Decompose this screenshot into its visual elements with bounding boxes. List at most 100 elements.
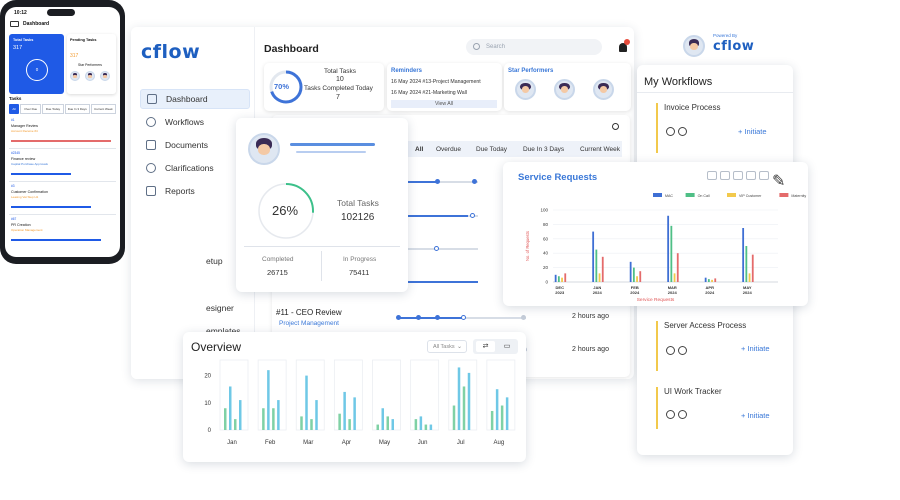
area-chart-icon[interactable] — [733, 171, 743, 180]
task-subtitle: Capital Purchase Approvals — [11, 162, 48, 166]
tab-current-week[interactable]: Current Week — [580, 146, 620, 153]
service-requests-chart: MAC On Call VIP Customer Maternity 0 20 40 60 80… — [525, 193, 806, 303]
user-avatar[interactable] — [683, 35, 705, 57]
mobile-tasks-title: Tasks — [9, 96, 22, 101]
reminder-item[interactable]: 16 May 2024 #21-Marketing Wall — [391, 90, 467, 96]
tab-overdue[interactable]: Overdue — [436, 146, 461, 153]
legend-swatch — [653, 193, 662, 197]
tab-due-today[interactable]: Due Today — [476, 146, 507, 153]
bar — [500, 405, 504, 430]
list-item[interactable]: #1 Manager Review Account Receive #4 — [9, 116, 116, 149]
mobile-pending-card: Pending Tasks 317 Star Performers — [67, 34, 116, 94]
task-id: #2345 — [11, 151, 20, 155]
bar — [639, 271, 642, 282]
initiate-button[interactable]: + Initiate — [741, 411, 770, 420]
user-avatar — [248, 133, 280, 165]
bar — [386, 416, 389, 430]
legend-label: On Call — [698, 194, 710, 198]
bar — [229, 386, 232, 430]
bar — [376, 424, 379, 430]
filter-icon[interactable]: ⇄ — [476, 341, 495, 352]
bar-chart-icon[interactable] — [707, 171, 717, 180]
sidebar-item-dashboard[interactable]: Dashboard — [140, 89, 250, 109]
sidebar-item-label: Reports — [165, 186, 195, 196]
workflow-icon — [146, 117, 156, 127]
tab-all[interactable]: All — [415, 146, 424, 153]
mobile-tab-overdue[interactable]: Over Due — [20, 104, 42, 114]
approve-icon — [666, 127, 675, 136]
sidebar-item-setup-partial[interactable]: etup — [206, 256, 223, 266]
initiate-button[interactable]: + Initiate — [738, 127, 767, 136]
performer-avatar[interactable] — [593, 79, 614, 100]
stacked-chart-icon[interactable] — [720, 171, 730, 180]
search-icon — [473, 43, 480, 50]
mobile-total-tasks-value: 317 — [13, 45, 23, 51]
progress-dot — [470, 213, 475, 218]
y-axis-label: No. of Requests — [525, 231, 530, 261]
x-tick-label: 2024 — [593, 290, 603, 295]
bar — [381, 408, 384, 430]
view-all-link[interactable]: View All — [391, 100, 497, 108]
x-tick-label: Jun — [418, 440, 428, 446]
x-tick-label: APR — [706, 285, 715, 290]
bar — [462, 386, 466, 430]
bar — [554, 274, 557, 282]
bar — [592, 231, 595, 282]
list-item[interactable]: #67 PR Creation Operation Management — [9, 215, 116, 248]
mobile-ring: 0 — [26, 59, 48, 81]
in-progress-value: 75411 — [349, 268, 370, 277]
performer-avatar[interactable] — [70, 71, 80, 81]
mobile-tab-due-today[interactable]: Due Today — [42, 104, 64, 114]
performer-avatar[interactable] — [85, 71, 95, 81]
menu-icon[interactable] — [10, 21, 19, 27]
sidebar-item-workflows[interactable]: Workflows — [140, 112, 250, 132]
bar — [262, 408, 265, 430]
task-filter-dropdown[interactable]: All Tasks ⌄ — [427, 340, 467, 353]
sidebar-item-designer-partial[interactable]: esigner — [206, 303, 234, 313]
bar — [457, 367, 461, 430]
total-tasks-value: 10 — [336, 76, 344, 83]
bar — [632, 267, 635, 282]
workflow-item: Invoice Process + Initiate — [656, 103, 781, 153]
clarification-icon — [146, 163, 156, 173]
initiate-button[interactable]: + Initiate — [741, 344, 770, 353]
mobile-tab-all[interactable]: All — [9, 104, 19, 114]
sidebar-item-documents[interactable]: Documents — [140, 135, 250, 155]
reminder-item[interactable]: 16 May 2024 #13-Project Management — [391, 79, 481, 85]
x-tick-label: MAR — [668, 285, 677, 290]
line-chart-icon[interactable] — [746, 171, 756, 180]
performer-avatar[interactable] — [554, 79, 575, 100]
star-performers-card: Star Performers — [504, 63, 631, 111]
bar — [467, 372, 471, 430]
overview-card: Overview All Tasks ⌄ ⇄ ▭ 0 10 20 Jan Feb Mar A… — [183, 332, 526, 462]
tab-due-in-3-days[interactable]: Due In 3 Days — [523, 146, 565, 153]
sidebar-item-label: Documents — [165, 140, 208, 150]
search-input[interactable]: Search — [466, 39, 602, 55]
sidebar-item-templates-partial[interactable]: emplates — [206, 326, 241, 336]
list-item[interactable]: #3 Customer Confirmation Leasing Vat Ste… — [9, 182, 116, 215]
view-toggle[interactable]: ⇄ ▭ — [473, 339, 518, 354]
performer-avatar[interactable] — [100, 71, 110, 81]
progress-dot — [435, 315, 440, 320]
mobile-tab-due-3-days[interactable]: Due In 3 Days — [64, 104, 90, 114]
performer-avatar[interactable] — [515, 79, 536, 100]
sidebar-item-label: Workflows — [165, 117, 205, 127]
task-due: 2 hours ago — [572, 346, 609, 353]
task-title: Finance review — [11, 157, 36, 161]
sidebar-item-clarifications[interactable]: Clarifications — [140, 158, 250, 178]
task-id: #67 — [11, 217, 17, 221]
task-title[interactable]: #11 - CEO Review — [276, 308, 342, 317]
bar — [742, 228, 745, 282]
list-item[interactable]: #2345 Finance review Capital Purchase Ap… — [9, 149, 116, 182]
grid-view-icon[interactable]: ▭ — [503, 343, 511, 350]
legend-swatch — [779, 193, 789, 197]
search-icon[interactable] — [612, 123, 619, 130]
table-icon[interactable] — [759, 171, 769, 180]
workflow-item: UI Work Tracker + Initiate — [656, 387, 781, 429]
sidebar-item-reports[interactable]: Reports — [140, 181, 250, 201]
y-tick-label: 100 — [540, 208, 548, 213]
y-tick-label: 20 — [543, 265, 549, 270]
search-placeholder: Search — [486, 44, 506, 50]
mobile-tab-current-week[interactable]: Current Week — [90, 104, 116, 114]
bell-icon[interactable] — [619, 43, 627, 52]
